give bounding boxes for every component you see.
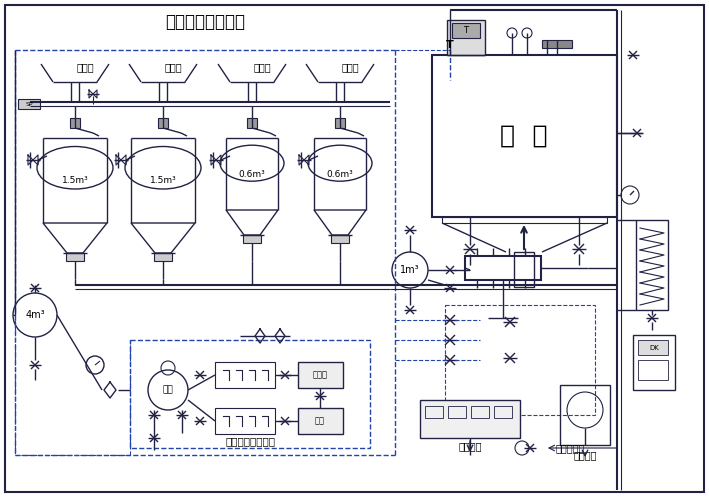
Bar: [448, 406, 466, 418]
Text: 气力输送供气系统: 气力输送供气系统: [225, 436, 275, 446]
Text: SP: SP: [26, 101, 33, 106]
Bar: [298, 408, 343, 434]
Bar: [445, 305, 595, 415]
Bar: [215, 362, 275, 388]
Text: 湿灰装车: 湿灰装车: [458, 441, 481, 451]
Text: T: T: [446, 40, 454, 50]
Bar: [66, 253, 84, 261]
Text: 一电场: 一电场: [76, 62, 94, 72]
Bar: [447, 20, 485, 55]
Text: 1.5m³: 1.5m³: [150, 176, 177, 185]
Bar: [494, 406, 512, 418]
Bar: [298, 362, 343, 388]
Text: 干灰装车: 干灰装车: [574, 450, 597, 460]
Text: 三电场: 三电场: [253, 62, 271, 72]
Bar: [442, 217, 607, 223]
Bar: [425, 406, 443, 418]
Text: 二电场: 二电场: [164, 62, 182, 72]
Bar: [130, 340, 370, 448]
Bar: [331, 235, 349, 243]
Text: 浓相气力输送系统: 浓相气力输送系统: [165, 13, 245, 31]
Text: 0.6m³: 0.6m³: [327, 169, 353, 178]
Text: 1m³: 1m³: [400, 265, 420, 275]
Bar: [215, 408, 275, 434]
Bar: [18, 99, 40, 109]
Bar: [514, 252, 534, 287]
Bar: [70, 118, 80, 128]
Text: 空压机: 空压机: [313, 370, 328, 380]
Bar: [452, 23, 480, 38]
Bar: [633, 335, 675, 390]
Bar: [638, 360, 668, 380]
Bar: [247, 118, 257, 128]
Text: 总罐: 总罐: [162, 386, 174, 395]
Text: 4m³: 4m³: [26, 310, 45, 320]
Bar: [542, 40, 572, 48]
Text: 灰  库: 灰 库: [501, 124, 548, 148]
Text: 四电场: 四电场: [341, 62, 359, 72]
Bar: [471, 406, 489, 418]
Bar: [158, 118, 168, 128]
Bar: [636, 220, 668, 310]
Bar: [335, 118, 345, 128]
Bar: [638, 340, 668, 355]
Bar: [432, 55, 617, 217]
Bar: [154, 253, 172, 261]
Text: T: T: [464, 25, 469, 34]
Text: 压力水进口: 压力水进口: [555, 443, 585, 453]
Text: DK: DK: [649, 345, 659, 351]
Text: 1.5m³: 1.5m³: [62, 176, 89, 185]
Text: 0.6m³: 0.6m³: [239, 169, 265, 178]
Bar: [465, 256, 541, 280]
Bar: [420, 400, 520, 438]
Bar: [243, 235, 261, 243]
Text: 备用: 备用: [315, 416, 325, 425]
Bar: [560, 385, 610, 445]
